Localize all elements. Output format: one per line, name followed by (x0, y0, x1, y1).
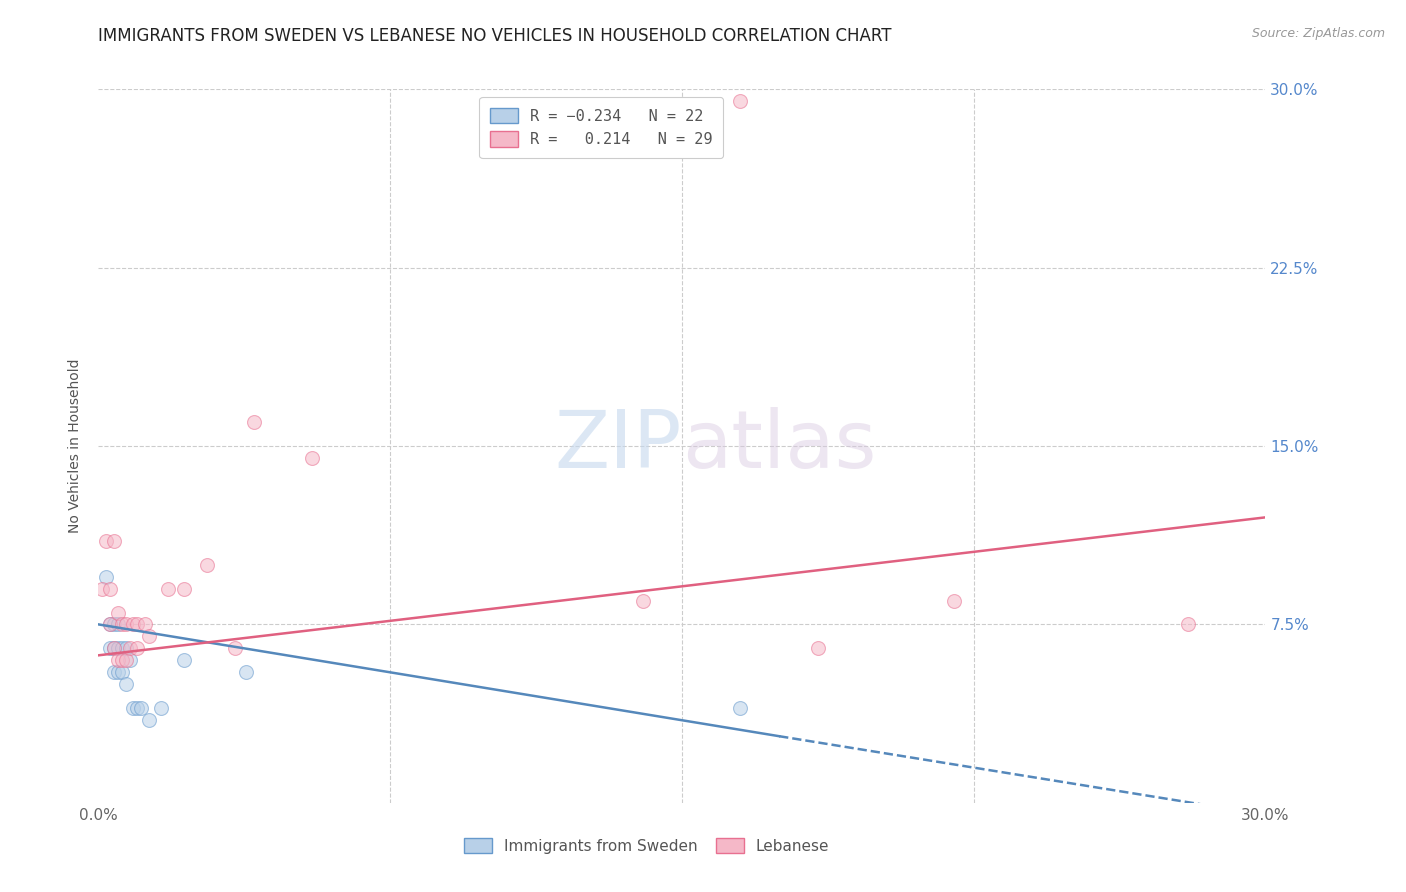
Point (122, 617, 145, 632)
Point (301, 450, 323, 465)
Point (111, 653, 134, 667)
Point (1177, 617, 1199, 632)
Point (173, 653, 195, 667)
Y-axis label: No Vehicles in Household: No Vehicles in Household (69, 359, 83, 533)
Text: IMMIGRANTS FROM SWEDEN VS LEBANESE NO VEHICLES IN HOUSEHOLD CORRELATION CHART: IMMIGRANTS FROM SWEDEN VS LEBANESE NO VE… (98, 27, 891, 45)
Point (127, 641, 149, 656)
Point (107, 606, 129, 620)
Point (730, 94, 752, 108)
Point (138, 629, 160, 643)
Point (807, 641, 830, 656)
Point (138, 713, 160, 727)
Point (243, 415, 266, 429)
Point (157, 582, 180, 596)
Legend: Immigrants from Sweden, Lebanese: Immigrants from Sweden, Lebanese (456, 829, 838, 863)
Point (114, 653, 136, 667)
Text: ZIP: ZIP (554, 407, 682, 485)
Point (111, 617, 134, 632)
Point (103, 617, 125, 632)
Point (114, 641, 136, 656)
Point (114, 617, 136, 632)
Point (96, 570, 118, 584)
Point (195, 558, 218, 572)
Point (173, 582, 195, 596)
Point (118, 641, 141, 656)
Point (107, 665, 129, 679)
Point (224, 641, 246, 656)
Point (107, 617, 129, 632)
Point (96, 534, 118, 549)
Point (98, 582, 121, 596)
Point (122, 700, 145, 714)
Text: Source: ZipAtlas.com: Source: ZipAtlas.com (1251, 27, 1385, 40)
Point (103, 665, 125, 679)
Point (107, 641, 129, 656)
Point (127, 700, 149, 714)
Point (127, 617, 149, 632)
Point (111, 641, 134, 656)
Point (943, 593, 966, 607)
Point (134, 617, 156, 632)
Point (129, 700, 152, 714)
Point (631, 593, 654, 607)
Point (98, 617, 121, 632)
Point (149, 700, 172, 714)
Point (730, 700, 752, 714)
Point (103, 641, 125, 656)
Point (114, 677, 136, 691)
Point (118, 653, 141, 667)
Point (107, 653, 129, 667)
Point (103, 534, 125, 549)
Point (98, 617, 121, 632)
Text: atlas: atlas (682, 407, 876, 485)
Point (111, 665, 134, 679)
Point (235, 665, 257, 679)
Point (91, 582, 114, 596)
Point (98, 641, 121, 656)
Point (103, 641, 125, 656)
